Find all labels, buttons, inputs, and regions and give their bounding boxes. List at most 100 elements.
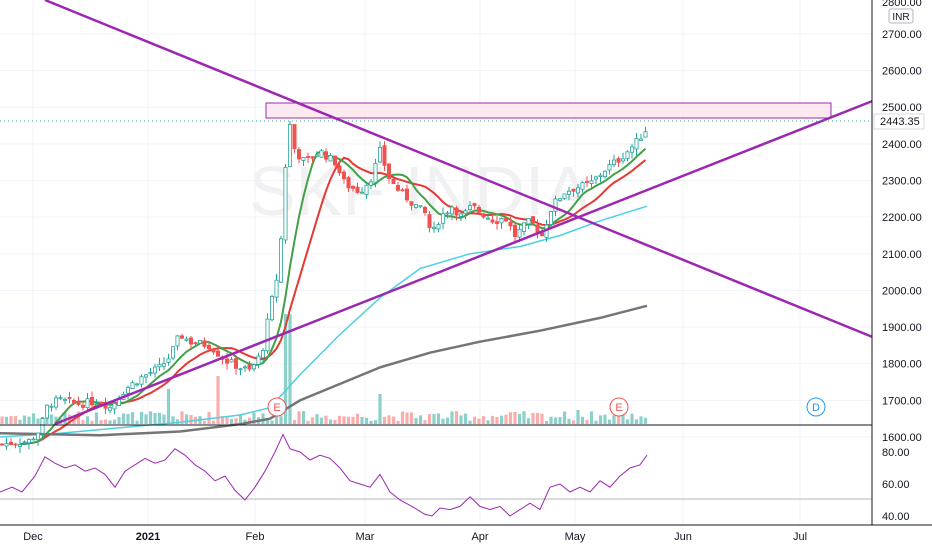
candle-body [567,190,572,195]
volume-bar [472,416,477,424]
volume-bar [49,414,54,424]
descending-trendline[interactable] [44,0,876,340]
volume-bar [18,419,22,424]
candle-body [22,441,27,444]
volume-bar [112,419,117,424]
candle-body [166,358,171,363]
price-tick-label: 2200.00 [882,212,922,224]
candlesticks[interactable] [0,121,648,453]
price-tick-label: 1900.00 [882,322,922,334]
candle-body [175,335,180,347]
volume-bar [157,412,162,424]
earnings-marker-1-label: E [273,402,280,414]
volume-bar [247,417,252,424]
candle-body [364,184,369,195]
volume-bar [531,413,535,424]
time-tick-label: May [565,531,586,543]
candle-body [558,198,563,202]
candle-body [58,397,63,400]
price-tick-label: 2100.00 [882,249,922,261]
rsi-tick-label: 40.00 [882,511,910,523]
volume-bar [432,413,436,424]
time-tick-label: Apr [471,531,488,543]
earnings-marker-1[interactable]: E [267,397,287,417]
volume-bar [9,416,13,424]
candle-body [292,124,297,150]
candle-body [0,443,4,446]
candle-body [211,348,216,353]
earnings-marker-2[interactable]: E [609,397,629,417]
candle-body [341,171,346,180]
candle-body [283,167,288,241]
volume-bar [481,416,486,424]
candle-body [612,159,617,165]
volume-bar [139,411,144,424]
volume-bar [517,413,522,424]
volume-bar [594,420,598,424]
volume-bar [36,418,40,424]
price-tick-top-partial: 2800.00 [882,0,922,9]
volume-bar [400,411,405,424]
candle-body [499,218,504,224]
dividend-marker[interactable]: D [806,397,826,417]
volume-bar [171,416,175,424]
time-tick-label: Jul [793,531,807,543]
candle-body [301,157,306,161]
volume-bar [328,419,333,424]
volume-bar [562,411,567,424]
candle-body [45,404,50,419]
candle-body [355,186,360,193]
candle-body [337,165,342,174]
volume-bar [274,414,279,424]
price-axis[interactable]: 2800.00 INR 2700.00 2600.00 2500.00 2400.00… [871,0,932,525]
ascending-trendline[interactable] [54,98,876,426]
volume-bar [99,420,103,424]
candle-body [328,154,333,162]
volume-bar [265,420,270,424]
volume-bar [162,414,166,424]
rsi-pane[interactable] [0,433,872,517]
volume-bar [553,417,558,424]
volume-bar [319,417,324,424]
volume-bar [459,415,463,424]
candle-body [148,372,153,375]
volume-bar [369,420,373,424]
volume-bar [90,420,94,424]
candle-body [170,346,175,359]
volume-bar [612,415,616,424]
volume-bar [450,411,454,424]
volume-bar [121,413,126,424]
volume-bar [324,415,328,424]
currency-label: INR [892,12,909,23]
candle-body [188,337,193,345]
candle-body [4,443,9,447]
candle-body [445,212,450,215]
candle-body [260,350,265,359]
volume-bar [63,412,67,424]
candle-body [193,342,198,345]
price-tick-label: 2400.00 [882,139,922,151]
candle-body [94,403,99,406]
candle-body [531,216,536,224]
candle-body [161,363,166,367]
rsi-line [0,433,648,517]
volume-bar [544,420,549,424]
price-tick-label: 2000.00 [882,285,922,297]
candle-body [274,279,279,298]
drawings[interactable] [44,0,876,426]
volume-bar [270,420,274,424]
time-axis[interactable]: Dec 2021 Feb Mar Apr May Jun Jul [0,524,932,543]
volume-bar [477,418,481,424]
volume-bar [216,376,220,424]
volume-bar [396,420,400,424]
time-tick-label: Mar [356,531,375,543]
volume-bar [445,417,450,424]
volume-bar [409,412,414,424]
candle-body [233,358,238,369]
resistance-zone[interactable] [265,102,832,119]
volume-bar [184,414,189,424]
candle-body [108,407,113,411]
candle-body [580,182,585,190]
volume-bar [288,314,292,424]
